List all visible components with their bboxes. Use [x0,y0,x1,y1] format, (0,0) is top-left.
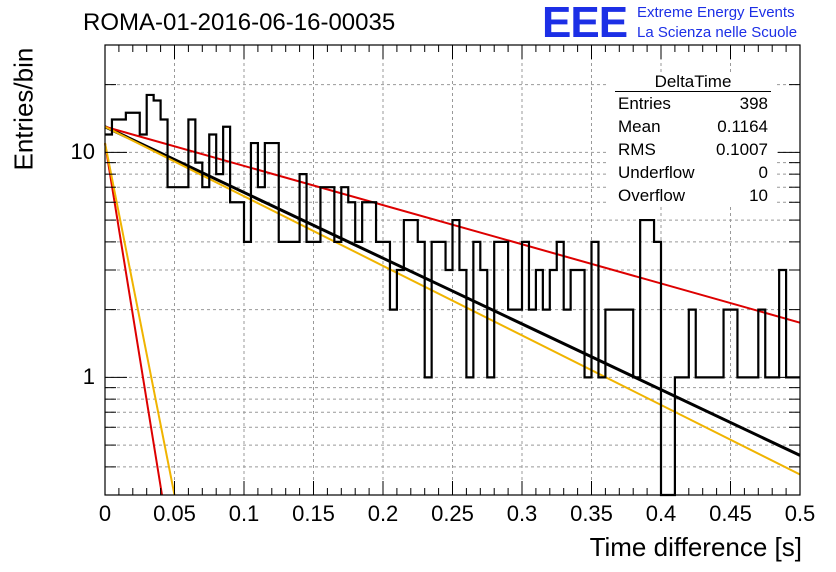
axis-ticks [104,44,801,496]
x-tick-label: 0 [98,501,112,526]
x-tick-label: 0.35 [570,501,613,526]
x-tick-label: 0.4 [645,501,677,526]
stats-row-rms: RMS 0.1007 [609,138,777,161]
fit-line-black [104,125,801,457]
eee-logo: EEE [542,0,628,47]
logo-line-1: Extreme Energy Events [637,4,795,21]
stats-value: 10 [749,186,768,205]
stats-value: 0.1164 [717,117,768,136]
fit-line-orange [104,142,176,496]
x-tick-label: 0.15 [292,501,335,526]
stats-row-underflow: Underflow 0 [609,161,777,184]
stats-value: 0.1007 [716,140,768,159]
y-tick-label: 1 [82,364,95,390]
x-tick-label: 0.05 [153,501,196,526]
x-tick-label: 0.45 [709,501,752,526]
fit-line-red [104,142,163,496]
x-tick-label: 0.3 [506,501,538,526]
stats-label: Mean [618,117,661,136]
stats-value: 398 [739,94,768,113]
stats-row-mean: Mean 0.1164 [609,115,777,138]
x-axis-label: Time difference [s] [589,532,802,562]
y-tick-label: 10 [70,139,95,165]
stats-label: Entries [618,94,671,113]
stats-label: Underflow [618,163,695,182]
x-tick-label: 0.1 [228,501,260,526]
chart-title: ROMA-01-2016-06-16-00035 [83,9,396,36]
stats-row-entries: Entries 398 [609,92,777,115]
stats-row-overflow: Overflow 10 [609,184,777,207]
stats-label: RMS [618,140,656,159]
x-tick-label: 0.2 [367,501,399,526]
logo-line-2: La Scienza nelle Scuole [637,24,798,41]
x-tick-label: 0.5 [784,501,816,526]
stats-title: DeltaTime [615,72,771,92]
stats-value: 0 [758,163,768,182]
fit-line-orange [104,125,801,476]
y-axis-label: Entries/bin [8,47,39,171]
stats-box: DeltaTime Entries 398 Mean 0.1164 RMS 0.… [609,72,777,206]
x-tick-label: 0.25 [431,501,474,526]
stats-label: Overflow [618,186,686,205]
